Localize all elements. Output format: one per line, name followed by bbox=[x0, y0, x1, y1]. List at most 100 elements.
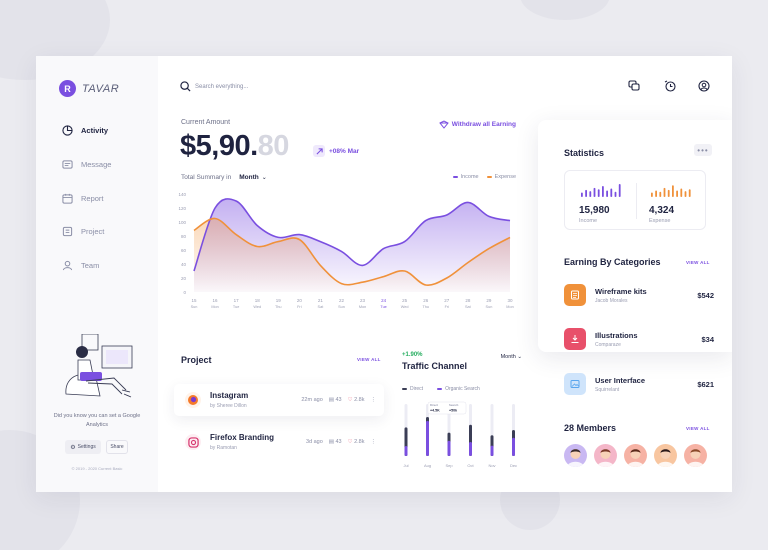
organic-legend-label: Organic Search bbox=[445, 386, 480, 392]
mini-bar bbox=[610, 188, 613, 197]
project-card-instagram[interactable]: Instagram by Sheree Dillon 22m ago ▤ 43 … bbox=[174, 384, 384, 416]
search-bar[interactable]: Search everything... bbox=[180, 81, 248, 92]
members-view-all-link[interactable]: VIEW ALL bbox=[686, 426, 710, 431]
mini-bar bbox=[672, 185, 674, 197]
divider bbox=[636, 183, 637, 219]
mini-bar bbox=[651, 192, 653, 197]
more-vertical-icon[interactable]: ⋮ bbox=[370, 439, 377, 445]
organic-bar bbox=[490, 445, 494, 456]
member-avatar[interactable] bbox=[654, 444, 677, 467]
x-day-label: Sat bbox=[465, 305, 472, 309]
amount-fade: 80 bbox=[257, 130, 290, 162]
traffic-bar-chart: Jul Aug Sep Oct Nov Dec Direct +4.5K Search +50k bbox=[403, 401, 517, 468]
files-icon: ▤ 43 bbox=[328, 397, 342, 403]
search-input[interactable]: Search everything... bbox=[195, 83, 249, 90]
members-title: 28 Members bbox=[564, 423, 617, 433]
organic-bar bbox=[404, 445, 408, 456]
sidebar-item-project[interactable]: Project bbox=[62, 224, 104, 238]
x-day-label: Thu bbox=[422, 305, 429, 309]
project-author: by Sheree Dillon bbox=[210, 403, 247, 409]
logo[interactable]: R TAVAR bbox=[59, 80, 119, 97]
activity-icon bbox=[62, 124, 73, 136]
copyright: © 2019 - 2020 Current Basic bbox=[71, 466, 123, 471]
y-tick-label: 100 bbox=[178, 220, 186, 225]
x-tick-label: 23 bbox=[360, 298, 366, 303]
sidebar-item-report[interactable]: Report bbox=[62, 191, 104, 205]
chat-icon[interactable] bbox=[628, 80, 640, 92]
expense-line bbox=[193, 217, 511, 286]
expense-legend-label: Expense bbox=[494, 174, 516, 180]
y-tick-label: 60 bbox=[181, 248, 187, 253]
sidebar-item-label: Team bbox=[81, 260, 100, 270]
member-avatar[interactable] bbox=[594, 444, 617, 467]
sidebar-item-label: Message bbox=[81, 159, 112, 169]
settings-button[interactable]: ⚙ Settings bbox=[65, 440, 101, 454]
mini-bar bbox=[606, 190, 608, 197]
income-label: Income bbox=[579, 218, 598, 224]
reading-person-illustration bbox=[65, 334, 133, 398]
more-vertical-icon[interactable]: ⋮ bbox=[370, 397, 377, 403]
month-label: Jul bbox=[403, 463, 408, 468]
x-tick-label: 16 bbox=[213, 298, 219, 303]
mini-bar bbox=[659, 191, 662, 197]
tooltip-search-label: Search bbox=[449, 403, 459, 407]
member-avatar[interactable] bbox=[624, 444, 647, 467]
x-tick-label: 18 bbox=[255, 298, 261, 303]
income-line bbox=[193, 198, 511, 272]
sidebar-item-message[interactable]: Message bbox=[62, 157, 111, 171]
month-label: Oct bbox=[467, 463, 474, 468]
project-meta: 22m ago ▤ 43 ♡ 2.8k ⋮ bbox=[301, 397, 376, 403]
x-day-label: Sun bbox=[486, 305, 493, 309]
period-dropdown[interactable]: Month bbox=[239, 174, 259, 181]
x-tick-label: 17 bbox=[234, 298, 240, 303]
member-avatar[interactable] bbox=[564, 444, 587, 467]
categories-title: Earning By Categories bbox=[564, 257, 661, 267]
y-tick-label: 120 bbox=[178, 206, 186, 211]
arrow-up-right-icon bbox=[313, 145, 325, 157]
x-day-label: Tue bbox=[233, 305, 239, 309]
category-wireframe-kits[interactable]: Wireframe kits Jacob Morales $542 bbox=[564, 284, 714, 306]
categories-view-all-link[interactable]: VIEW ALL bbox=[686, 260, 710, 265]
logo-text: TAVAR bbox=[82, 82, 120, 95]
current-amount-label: Current Amount bbox=[181, 119, 231, 126]
sidebar-item-activity[interactable]: Activity bbox=[62, 123, 108, 137]
category-author: Squirrelant bbox=[595, 386, 620, 393]
category-user-interface[interactable]: User Interface Squirrelant $621 bbox=[564, 373, 714, 395]
logo-icon: R bbox=[59, 80, 76, 97]
sidebar-item-label: Project bbox=[81, 226, 105, 236]
withdraw-label: Withdraw all Earning bbox=[451, 121, 516, 128]
organic-bar bbox=[426, 420, 429, 456]
chevron-down-icon[interactable]: ⌄ bbox=[261, 175, 267, 181]
more-icon[interactable]: ••• bbox=[694, 144, 712, 156]
x-day-label: Fri bbox=[445, 305, 450, 309]
download-icon bbox=[564, 328, 586, 350]
member-avatar[interactable] bbox=[684, 444, 707, 467]
traffic-title: Traffic Channel bbox=[402, 361, 468, 371]
project-card-firefox-branding[interactable]: Firefox Branding by Ramotan 3d ago ▤ 43 … bbox=[174, 426, 384, 458]
project-meta: 3d ago ▤ 43 ♡ 2.8k ⋮ bbox=[306, 439, 376, 445]
gear-icon: ⚙ bbox=[70, 444, 76, 451]
x-tick-label: 26 bbox=[423, 298, 429, 303]
organic-bar bbox=[447, 440, 451, 456]
mini-bar bbox=[581, 192, 583, 197]
project-files: 43 bbox=[335, 397, 342, 403]
category-amount: $34 bbox=[701, 334, 714, 344]
withdraw-button[interactable]: Withdraw all Earning bbox=[438, 120, 516, 129]
project-files: 43 bbox=[335, 439, 342, 445]
x-tick-label: 22 bbox=[339, 298, 345, 303]
clock-icon[interactable] bbox=[664, 80, 676, 92]
x-day-label: Wed bbox=[401, 305, 409, 309]
direct-legend-swatch bbox=[402, 388, 407, 390]
category-illustrations[interactable]: Illustrations Comparaze $34 bbox=[564, 328, 714, 350]
mini-bar bbox=[585, 189, 587, 197]
x-day-label: Mon bbox=[359, 305, 366, 309]
sidebar-item-team[interactable]: Team bbox=[62, 258, 99, 272]
project-view-all-link[interactable]: VIEW ALL bbox=[357, 357, 381, 362]
x-day-label: Sat bbox=[318, 305, 325, 309]
user-icon[interactable] bbox=[698, 80, 710, 92]
mini-bar bbox=[618, 184, 621, 197]
traffic-period-dropdown[interactable]: Month ⌄ bbox=[500, 354, 522, 360]
mini-bar bbox=[614, 191, 617, 197]
month-label: Aug bbox=[424, 463, 431, 468]
share-button[interactable]: Share bbox=[106, 440, 128, 454]
